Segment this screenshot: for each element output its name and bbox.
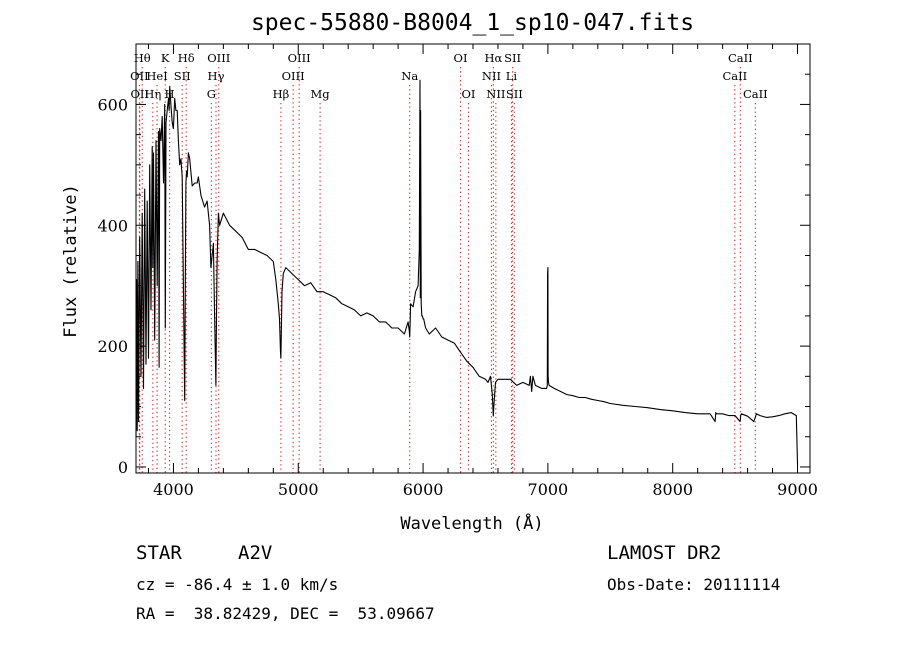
redshift-velocity: cz = -86.4 ± 1.0 km/s — [136, 575, 339, 594]
x-tick-label: 4000 — [153, 480, 194, 499]
line-label: SII — [504, 51, 521, 65]
line-label: Hβ — [273, 87, 290, 101]
axes: 4000 5000 6000 7000 8000 9000 0 200 400 600 — [97, 43, 818, 499]
line-label: OIII — [288, 51, 311, 65]
survey-name: LAMOST DR2 — [607, 542, 722, 564]
line-label: Mg — [311, 87, 331, 101]
line-label: K — [161, 51, 170, 65]
line-label: SII — [174, 69, 191, 83]
x-tick-label: 8000 — [652, 480, 693, 499]
object-subclass: A2V — [238, 542, 273, 564]
line-label: Hα — [484, 51, 502, 65]
y-tick-label: 0 — [118, 458, 128, 477]
spectrum-series — [135, 79, 799, 465]
x-tick-label: 5000 — [278, 480, 319, 499]
observation-date: Obs-Date: 20111114 — [607, 575, 781, 594]
line-label: CaII — [728, 51, 753, 65]
x-axis-label: Wavelength (Å) — [400, 512, 543, 534]
line-label: Hδ — [178, 51, 195, 65]
line-label: NII — [486, 87, 505, 101]
line-label: SII — [506, 87, 523, 101]
line-label: Hη — [144, 87, 161, 101]
line-label: CaII — [743, 87, 768, 101]
line-label: NII — [482, 69, 501, 83]
x-tick-label: 7000 — [528, 480, 569, 499]
y-tick-label: 400 — [97, 216, 128, 235]
object-class: STAR — [136, 542, 182, 564]
x-tick-label: 6000 — [403, 480, 444, 499]
line-label: CaII — [722, 69, 747, 83]
y-tick-label: 600 — [97, 95, 128, 114]
line-label: OII — [130, 69, 149, 83]
chart-title: spec-55880-B8004_1_sp10-047.fits — [250, 10, 695, 36]
y-axis-label: Flux (relative) — [61, 184, 81, 338]
line-label: G — [207, 87, 216, 101]
line-label: OIII — [207, 51, 230, 65]
spectrum-line — [135, 79, 799, 465]
line-markers — [138, 67, 756, 473]
line-labels: OII OII Hθ Hη HeI K H SII Hδ G Hγ OIII Hβ OIII OIII Mg N… — [130, 51, 768, 101]
line-label: OI — [454, 51, 468, 65]
line-label: H — [165, 87, 175, 101]
line-label: OIII — [282, 69, 305, 83]
coordinates: RA = 38.82429, DEC = 53.09667 — [136, 604, 435, 623]
x-tick-label: 9000 — [777, 480, 818, 499]
line-label: Na — [401, 69, 418, 83]
plot-frame — [135, 43, 811, 474]
line-label: OI — [462, 87, 476, 101]
y-tick-label: 200 — [97, 337, 128, 356]
line-label: HeI — [146, 69, 167, 83]
line-label: Hγ — [208, 69, 225, 83]
line-label: Hθ — [134, 51, 151, 65]
line-label: Li — [506, 69, 518, 83]
line-label: OII — [130, 87, 149, 101]
